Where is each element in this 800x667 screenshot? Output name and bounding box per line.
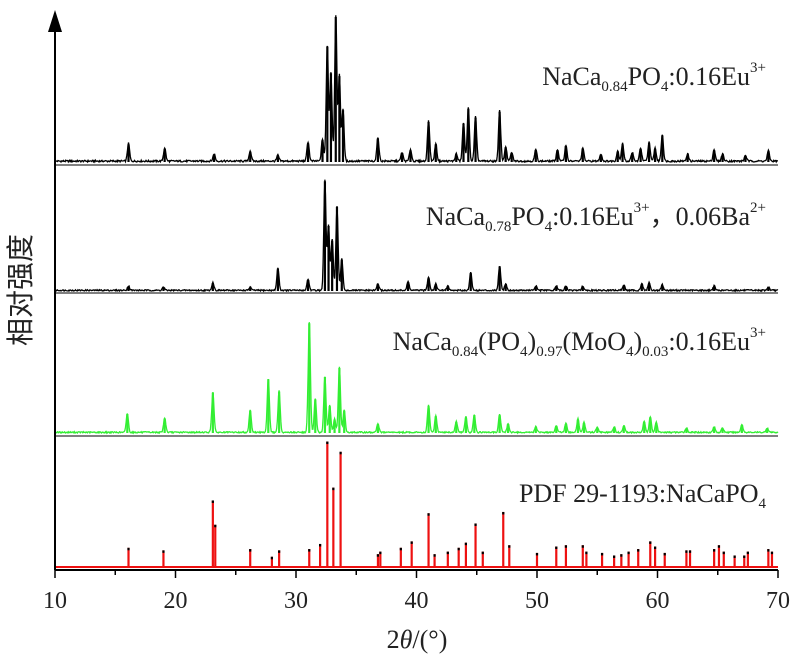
series-1 <box>54 15 778 164</box>
series-2 <box>54 179 779 293</box>
x-tick-label: 60 <box>646 588 670 614</box>
x-tick-label: 20 <box>164 588 188 614</box>
series-4 <box>55 441 778 568</box>
x-axis-title: 2θ/(°) <box>387 625 448 654</box>
series-line <box>54 15 778 164</box>
series-label: NaCa0.84(PO4)0.97(MoO4)0.03:0.16Eu3+ <box>393 325 766 360</box>
x-tick-label: 30 <box>284 588 308 614</box>
axes-layer: 10 20 30 40 50 60 70 2θ/(°) 相对强度 <box>5 10 790 654</box>
labels-layer: NaCa0.84PO4:0.16Eu3+ NaCa0.78PO4:0.16Eu3+… <box>393 60 767 512</box>
series-label: PDF 29-1193:NaCaPO4 <box>519 479 767 512</box>
x-tick-label: 50 <box>525 588 549 614</box>
x-tick-label: 10 <box>43 588 67 614</box>
y-axis-title: 相对强度 <box>5 234 37 346</box>
series-label: NaCa0.84PO4:0.16Eu3+ <box>542 60 766 95</box>
x-tick-label: 40 <box>405 588 429 614</box>
y-axis-arrow <box>48 10 62 32</box>
series-layer <box>54 15 779 568</box>
series-line <box>54 322 779 435</box>
x-tick-label: 70 <box>766 588 790 614</box>
series-3 <box>54 322 779 435</box>
series-line <box>54 179 779 293</box>
series-label: NaCa0.78PO4:0.16Eu3+，0.06Ba2+ <box>426 200 766 235</box>
